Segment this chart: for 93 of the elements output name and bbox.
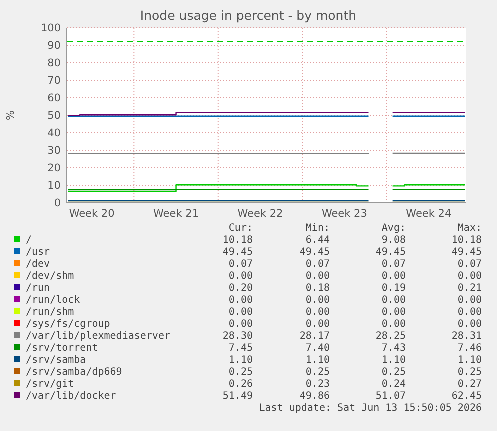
legend-label: /run/lock xyxy=(26,295,80,306)
text: Max: xyxy=(458,223,482,234)
text: 0.07 xyxy=(228,259,253,270)
legend-label: / xyxy=(26,235,32,246)
x-tick-label: Week 22 xyxy=(238,208,284,220)
text: 0.00 xyxy=(382,319,406,330)
text: 51.49 xyxy=(222,391,253,402)
text: 28.17 xyxy=(300,331,330,342)
text: 0.00 xyxy=(228,271,253,282)
text: 0.00 xyxy=(306,319,330,330)
text: 0.18 xyxy=(306,283,330,294)
y-tick-label: 40 xyxy=(48,128,61,140)
text: 0.07 xyxy=(458,259,482,270)
text: 49.86 xyxy=(300,391,330,402)
text: 0.07 xyxy=(382,259,406,270)
legend-label: /var/lib/plexmediaserver xyxy=(26,331,170,342)
text: 7.46 xyxy=(458,343,482,354)
y-tick-label: 100 xyxy=(40,22,61,35)
text: 7.45 xyxy=(228,343,253,354)
y-tick-label: 80 xyxy=(48,58,61,70)
text: 10.18 xyxy=(222,235,253,246)
text: 0.25 xyxy=(306,367,330,378)
y-tick-label: 50 xyxy=(48,110,61,122)
text: 0.00 xyxy=(306,307,330,318)
text: 7.43 xyxy=(382,343,406,354)
text: 49.45 xyxy=(376,247,406,258)
text: 7.40 xyxy=(306,343,330,354)
text: 0.19 xyxy=(382,283,406,294)
legend-label: /srv/samba xyxy=(26,355,86,366)
text: 0.07 xyxy=(306,259,330,270)
text: 0.00 xyxy=(228,319,253,330)
text: 0.00 xyxy=(458,271,482,282)
text: Cur: xyxy=(228,223,253,234)
text: Min: xyxy=(306,223,330,234)
text: 1.10 xyxy=(306,355,330,366)
text: 1.10 xyxy=(228,355,253,366)
text: 0.00 xyxy=(458,307,482,318)
legend-label: /srv/torrent xyxy=(26,343,98,354)
y-tick-label: 70 xyxy=(48,75,61,88)
text: 1.10 xyxy=(382,355,406,366)
text: 0.00 xyxy=(382,307,406,318)
text: 0.25 xyxy=(458,367,482,378)
legend-label: /sys/fs/cgroup xyxy=(26,319,110,330)
legend-label: /srv/samba/dp669 xyxy=(26,367,122,378)
legend-label: /var/lib/docker xyxy=(26,391,116,402)
text: 0.24 xyxy=(382,379,406,390)
text: 0.00 xyxy=(458,319,482,330)
text: 0.00 xyxy=(306,295,330,306)
text: 49.45 xyxy=(452,247,482,258)
text: 0.25 xyxy=(228,367,253,378)
text: 0.00 xyxy=(382,271,406,282)
text: 0.00 xyxy=(382,295,406,306)
text: 0.23 xyxy=(306,379,330,390)
legend-label: /run xyxy=(26,283,50,294)
y-tick-label: 60 xyxy=(48,92,61,105)
y-tick-label: 90 xyxy=(48,40,61,52)
legend-label: /srv/git xyxy=(26,379,74,390)
x-tick-label: Week 21 xyxy=(154,208,200,220)
text: Avg: xyxy=(382,223,406,234)
text: 49.45 xyxy=(222,247,253,258)
text: Last update: Sat Jun 13 15:50:05 2026 xyxy=(259,403,482,414)
text: 0.00 xyxy=(306,271,330,282)
legend-label: /run/shm xyxy=(26,307,74,318)
legend-label: /usr xyxy=(26,247,50,258)
y-tick-label: 30 xyxy=(48,145,61,158)
y-tick-label: 10 xyxy=(48,180,61,192)
text: 0.27 xyxy=(458,379,482,390)
text: 28.25 xyxy=(376,331,406,342)
text: 49.45 xyxy=(300,247,330,258)
chart-title: Inode usage in percent - by month xyxy=(140,8,357,23)
text: 0.20 xyxy=(228,283,253,294)
y-tick-label: 20 xyxy=(48,162,61,175)
text: 0.25 xyxy=(382,367,406,378)
x-tick-label: Week 23 xyxy=(322,208,368,220)
legend-label: /dev/shm xyxy=(26,271,74,282)
x-tick-label: Week 24 xyxy=(406,208,452,220)
x-tick-label: Week 20 xyxy=(69,208,115,220)
text: 6.44 xyxy=(306,235,330,246)
text: 28.30 xyxy=(222,331,253,342)
text: 51.07 xyxy=(376,391,406,402)
legend-label: /dev xyxy=(26,259,50,270)
y-tick-label: 0 xyxy=(54,198,61,210)
text: 0.00 xyxy=(228,295,253,306)
text: 0.00 xyxy=(458,295,482,306)
text: 28.31 xyxy=(452,331,482,342)
text: 10.18 xyxy=(452,235,482,246)
text: 1.10 xyxy=(458,355,482,366)
text: 0.21 xyxy=(458,283,482,294)
text: 9.08 xyxy=(382,235,406,246)
text: 0.00 xyxy=(228,307,253,318)
text: 62.45 xyxy=(452,391,482,402)
text: 0.26 xyxy=(228,379,253,390)
y-axis-title: % xyxy=(5,110,17,120)
